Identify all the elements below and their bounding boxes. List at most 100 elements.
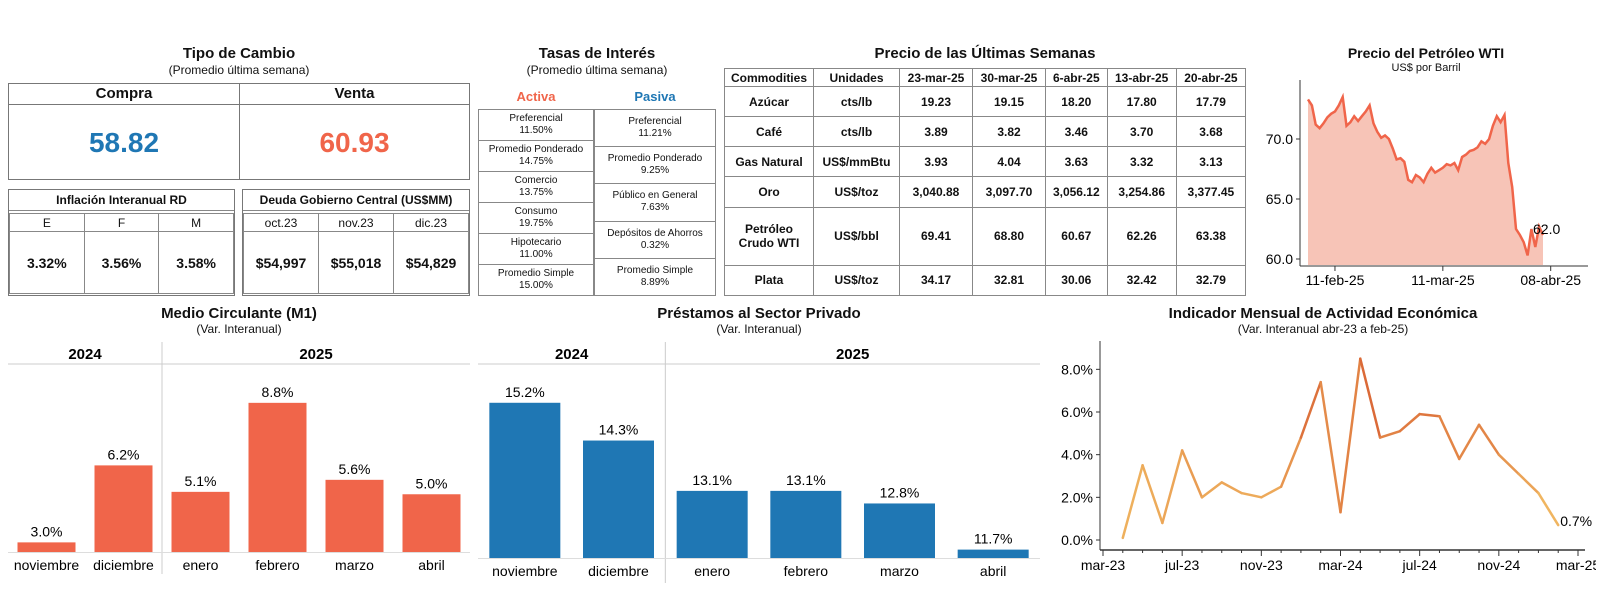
- commodity-price: 3.68: [1175, 116, 1247, 148]
- commodity-row: Plata US$/toz 34.17 32.81 30.06 32.42 32…: [724, 264, 1247, 297]
- commodity-price: 3,254.86: [1106, 176, 1177, 208]
- rate-value: 11.00%: [519, 249, 553, 260]
- commodity-price: 3,056.12: [1045, 176, 1108, 208]
- debt-month: dic.23: [393, 213, 469, 232]
- imae-x-tick-label: jul-23: [1164, 557, 1199, 573]
- imae-line-segment: [1497, 453, 1520, 476]
- bar-value-label: 13.1%: [692, 472, 732, 488]
- bar-enero: [171, 491, 230, 552]
- commodity-name: Oro: [724, 176, 814, 208]
- wti-title: Precio del Petróleo WTI: [1347, 45, 1505, 61]
- rate-value: 11.21%: [638, 128, 672, 140]
- imae-line-segment: [1537, 491, 1560, 527]
- commodity-price: 3.63: [1045, 146, 1108, 178]
- loans-chart: 2024 2025 15.2% noviembre 14.3% diciembre 13.1…: [478, 342, 1040, 583]
- bar-value-label: 12.8%: [880, 484, 920, 500]
- active-rate-row: Promedio Simple 15.00%: [478, 264, 594, 296]
- bar-value-label: 15.2%: [505, 384, 545, 400]
- passive-rate-row: Depósitos de Ahorros 0.32%: [594, 220, 716, 259]
- active-rate-row: Comercio 13.75%: [478, 171, 594, 203]
- wti-x-tick-label: 08-abr-25: [1520, 272, 1581, 288]
- commodity-row: Café cts/lb 3.89 3.82 3.46 3.70 3.68: [724, 116, 1247, 148]
- loans-title: Préstamos al Sector Privado: [657, 305, 861, 322]
- imae-x-tick-label: mar-24: [1318, 557, 1363, 573]
- imae-line-segment: [1477, 423, 1501, 456]
- commodity-unit: US$/mmBtu: [813, 146, 900, 178]
- imae-x-tick-label: nov-23: [1240, 557, 1283, 573]
- category-label: enero: [183, 557, 219, 573]
- category-label: marzo: [880, 563, 919, 579]
- inflation-month: M: [158, 213, 234, 232]
- rate-name: Comercio: [514, 175, 558, 186]
- sell-cell: Venta 60.93: [240, 84, 469, 179]
- commodity-price: 19.23: [898, 85, 974, 118]
- category-label: diciembre: [588, 563, 649, 579]
- category-label: noviembre: [14, 557, 80, 573]
- wti-x-tick-label: 11-mar-25: [1411, 272, 1475, 288]
- sell-value: 60.93: [319, 127, 390, 158]
- category-label: febrero: [255, 557, 300, 573]
- bar-diciembre: [583, 440, 654, 558]
- commodity-name: Petróleo Crudo WTI: [724, 206, 814, 266]
- passive-rates-table: Preferencial 11.21% Promedio Ponderado 9.2…: [594, 108, 716, 297]
- imae-y-tick-label: 0.0%: [1061, 532, 1093, 548]
- commodity-price: 18.20: [1045, 85, 1108, 118]
- commodity-price: 69.41: [898, 206, 974, 266]
- imae-line-segment: [1319, 380, 1342, 514]
- group-header-2025: 2025: [299, 346, 332, 363]
- rate-name: Preferencial: [509, 113, 563, 124]
- imae-x-tick-label: mar-25: [1556, 557, 1596, 573]
- inflation-value: 3.58%: [158, 231, 234, 294]
- imae-title: Indicador Mensual de Actividad Económica: [1168, 305, 1478, 322]
- bar-value-label: 14.3%: [599, 422, 639, 438]
- buy-label: Compra: [9, 84, 239, 105]
- passive-label: Pasiva: [634, 89, 676, 104]
- inflation-panel: Inflación Interanual RD E F M 3.32% 3.56…: [8, 189, 235, 296]
- commodity-price: 4.04: [971, 146, 1047, 178]
- commodity-row: Gas Natural US$/mmBtu 3.93 4.04 3.63 3.3…: [724, 146, 1247, 178]
- exchange-title: Tipo de Cambio: [182, 45, 296, 62]
- wti-y-tick-label: 65.0: [1266, 191, 1293, 207]
- rate-value: 11.50%: [519, 125, 553, 136]
- commodity-unit: cts/lb: [813, 85, 900, 118]
- rate-value: 13.75%: [519, 187, 553, 198]
- commodity-price: 62.26: [1106, 206, 1177, 266]
- debt-panel: Deuda Gobierno Central (US$MM) oct.23 no…: [242, 189, 470, 296]
- bar-enero: [676, 490, 748, 558]
- rate-name: Consumo: [514, 206, 558, 217]
- category-label: enero: [694, 563, 730, 579]
- category-label: febrero: [784, 563, 829, 579]
- commodity-price: 32.81: [971, 264, 1047, 297]
- commodities-header: 30-mar-25: [971, 68, 1047, 87]
- inflation-month: F: [83, 213, 160, 232]
- passive-rate-row: Promedio Simple 8.89%: [594, 257, 716, 297]
- imae-line-segment: [1378, 429, 1402, 439]
- wti-y-tick-label: 70.0: [1266, 131, 1293, 147]
- commodity-row: Azúcar cts/lb 19.23 19.15 18.20 17.80 17…: [724, 85, 1247, 118]
- bar-febrero: [248, 402, 307, 552]
- rates-subtitle: (Promedio última semana): [526, 63, 668, 77]
- commodity-unit: US$/toz: [813, 176, 900, 208]
- bar-value-label: 8.8%: [262, 384, 294, 400]
- rate-value: 8.89%: [640, 276, 670, 288]
- commodity-price: 68.80: [971, 206, 1047, 266]
- bar-noviembre: [17, 542, 76, 552]
- commodity-price: 32.79: [1175, 264, 1247, 297]
- category-label: abril: [418, 557, 444, 573]
- inflation-title: Inflación Interanual RD: [9, 190, 234, 211]
- passive-rate-row: Promedio Ponderado 9.25%: [594, 146, 716, 185]
- commodities-header: 23-mar-25: [898, 68, 974, 87]
- commodities-header: 13-abr-25: [1106, 68, 1177, 87]
- wti-x-tick-label: 11-feb-25: [1306, 272, 1365, 288]
- commodity-price: 19.15: [971, 85, 1047, 118]
- buy-cell: Compra 58.82: [9, 84, 240, 179]
- imae-y-tick-label: 8.0%: [1061, 361, 1093, 377]
- bar-febrero: [770, 490, 842, 558]
- commodity-price: 32.42: [1106, 264, 1177, 297]
- active-rates-table: Preferencial 11.50% Promedio Ponderado 14.…: [478, 109, 594, 296]
- imae-x-tick-label: jul-24: [1402, 557, 1437, 573]
- commodity-price: 3.32: [1106, 146, 1177, 178]
- rate-name: Depósitos de Ahorros: [607, 227, 703, 239]
- commodity-price: 3.70: [1106, 116, 1177, 148]
- imae-chart: 0.0% 2.0% 4.0% 6.0% 8.0% mar-23 jul-23 nov-23 ma…: [1061, 341, 1596, 573]
